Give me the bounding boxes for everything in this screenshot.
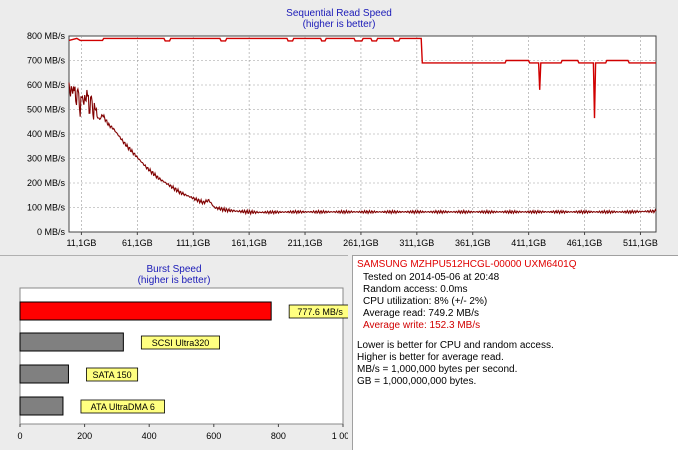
burst-bar xyxy=(19,332,124,352)
burst-bar xyxy=(19,364,69,384)
results-info-panel: SAMSUNG MZHPU512HCGL-00000 UXM6401Q Test… xyxy=(352,255,678,450)
burst-chart-title-text: Burst Speed xyxy=(146,264,202,275)
read-x-tick-label: 411,1GB xyxy=(511,238,546,248)
burst-bar xyxy=(19,301,272,321)
note-read: Higher is better for average read. xyxy=(357,352,504,363)
random-access: Random access: 0.0ms xyxy=(363,284,468,295)
burst-x-tick-label: 200 xyxy=(77,431,92,441)
read-chart-subtitle: (higher is better) xyxy=(302,19,376,30)
burst-bar-label: SATA 150 xyxy=(92,370,131,380)
read-x-tick-label: 161,1GB xyxy=(231,238,267,248)
read-speed-line xyxy=(68,37,656,119)
read-chart-svg: 800 MB/s 700 MB/s 600 MB/s 500 MB/s 400 MB/s… xyxy=(27,31,658,248)
burst-chart-title: Burst Speed (higher is better) xyxy=(74,264,274,286)
burst-bar-label-box xyxy=(288,304,348,319)
read-y-tick-label: 500 MB/s xyxy=(27,105,66,115)
read-x-tick-label: 111,1GB xyxy=(176,238,210,248)
burst-chart-panel: Burst Speed (higher is better) 0 200 400 60… xyxy=(0,255,348,450)
low-speed-line xyxy=(68,82,657,216)
drive-name: SAMSUNG MZHPU512HCGL-00000 UXM6401Q xyxy=(357,259,577,270)
burst-bar-label-box xyxy=(140,335,220,350)
read-x-tick-label: 61,1GB xyxy=(122,238,153,248)
read-x-tick-label: 361,1GB xyxy=(455,238,491,248)
read-x-tick-label: 261,1GB xyxy=(343,238,379,248)
read-y-tick-label: 0 MB/s xyxy=(37,227,66,237)
read-y-tick-label: 600 MB/s xyxy=(27,80,66,90)
burst-x-tick-label: 0 xyxy=(17,431,22,441)
read-x-tick-label: 461,1GB xyxy=(567,238,603,248)
average-read: Average read: 749.2 MB/s xyxy=(363,308,479,319)
read-chart-panel: Sequential Read Speed (higher is better)… xyxy=(26,8,658,248)
burst-chart-svg: 0 200 400 600 800 1 000 777.6 MB/s SCSI Ultra32… xyxy=(17,287,348,441)
note-mbs: MB/s = 1,000,000 bytes per second. xyxy=(357,364,518,375)
read-y-tick-label: 200 MB/s xyxy=(27,178,66,188)
burst-bar xyxy=(19,396,64,416)
burst-chart-subtitle: (higher is better) xyxy=(137,275,211,286)
burst-bar-label: SCSI Ultra320 xyxy=(152,338,210,348)
note-gb: GB = 1,000,000,000 bytes. xyxy=(357,376,477,387)
burst-bar-label: ATA UltraDMA 6 xyxy=(91,402,155,412)
read-x-tick-label: 511,1GB xyxy=(623,238,658,248)
read-y-tick-label: 800 MB/s xyxy=(27,31,66,41)
read-y-tick-label: 300 MB/s xyxy=(27,154,66,164)
read-x-tick-label: 11,1GB xyxy=(66,238,96,248)
read-y-tick-label: 400 MB/s xyxy=(27,129,66,139)
read-x-tick-label: 211,1GB xyxy=(288,238,323,248)
note-cpu: Lower is better for CPU and random acces… xyxy=(357,340,554,351)
read-y-tick-label: 100 MB/s xyxy=(27,203,66,213)
read-x-tick-label: 311,1GB xyxy=(399,238,434,248)
read-chart-title-text: Sequential Read Speed xyxy=(286,8,392,19)
burst-x-tick-label: 1 000 xyxy=(332,431,348,441)
burst-x-tick-label: 400 xyxy=(142,431,157,441)
burst-bar-label: 777.6 MB/s xyxy=(297,307,343,317)
burst-bar-label-box xyxy=(86,367,139,382)
average-write: Average write: 152.3 MB/s xyxy=(363,320,481,331)
tested-on: Tested on 2014-05-06 at 20:48 xyxy=(363,272,500,283)
burst-x-tick-label: 800 xyxy=(271,431,286,441)
read-y-tick-label: 700 MB/s xyxy=(27,56,66,66)
read-chart-title: Sequential Read Speed (higher is better) xyxy=(239,8,439,30)
burst-bar-label-box xyxy=(80,399,165,414)
burst-x-tick-label: 600 xyxy=(206,431,221,441)
cpu-utilization: CPU utilization: 8% (+/- 2%) xyxy=(363,296,488,307)
